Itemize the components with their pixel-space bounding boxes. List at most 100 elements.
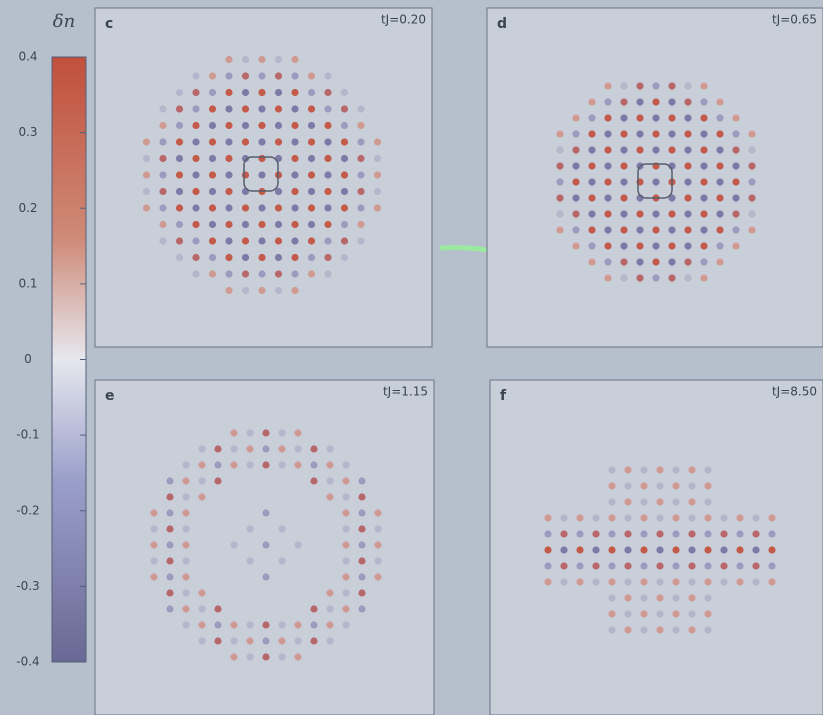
- site-dot: [374, 204, 381, 211]
- site-dot: [198, 621, 205, 628]
- site-dot: [672, 594, 679, 601]
- site-dot: [326, 445, 333, 452]
- site-dot: [294, 429, 301, 436]
- site-dot: [341, 204, 348, 211]
- site-dot: [182, 477, 189, 484]
- site-dot: [150, 525, 157, 532]
- site-dot: [357, 138, 364, 145]
- site-dot: [640, 562, 647, 569]
- site-dot: [182, 573, 189, 580]
- site-dot: [258, 221, 265, 228]
- site-dot: [294, 541, 301, 548]
- site-dot: [341, 122, 348, 129]
- site-dot: [358, 477, 365, 484]
- site-dot: [192, 237, 199, 244]
- site-dot: [150, 557, 157, 564]
- site-dot: [556, 178, 563, 185]
- site-dot: [704, 498, 711, 505]
- site-dot: [209, 254, 216, 261]
- site-dot: [608, 530, 615, 537]
- site-dot: [656, 546, 663, 553]
- site-dot: [636, 82, 643, 89]
- site-dot: [358, 589, 365, 596]
- site-dot: [684, 194, 691, 201]
- site-dot: [192, 254, 199, 261]
- site-dot: [358, 541, 365, 548]
- site-dot: [672, 578, 679, 585]
- site-dot: [688, 578, 695, 585]
- site-dot: [748, 226, 755, 233]
- site-dot: [166, 525, 173, 532]
- site-dot: [242, 270, 249, 277]
- site-dot: [688, 562, 695, 569]
- site-dot: [700, 130, 707, 137]
- site-dot: [656, 530, 663, 537]
- site-dot: [668, 274, 675, 281]
- site-dot: [668, 114, 675, 121]
- site-dot: [556, 130, 563, 137]
- site-dot: [656, 466, 663, 473]
- site-dot: [704, 578, 711, 585]
- site-dot: [275, 270, 282, 277]
- colorbar-tick-label: -0.4: [16, 655, 39, 669]
- site-dot: [588, 162, 595, 169]
- site-dot: [672, 626, 679, 633]
- site-dot: [275, 204, 282, 211]
- site-dot: [198, 445, 205, 452]
- site-dot: [700, 98, 707, 105]
- site-dot: [636, 98, 643, 105]
- site-dot: [209, 204, 216, 211]
- site-dot: [308, 221, 315, 228]
- page: {"chart_data": {"type": "colormap", "col…: [0, 0, 823, 715]
- site-dot: [357, 188, 364, 195]
- site-dot: [225, 270, 232, 277]
- site-dot: [246, 461, 253, 468]
- site-dot: [262, 461, 269, 468]
- site-dot: [640, 546, 647, 553]
- site-dot: [620, 146, 627, 153]
- site-dot: [374, 155, 381, 162]
- site-dot: [176, 89, 183, 96]
- site-dot: [624, 514, 631, 521]
- site-dot: [308, 237, 315, 244]
- site-dot: [310, 461, 317, 468]
- site-dot: [668, 82, 675, 89]
- site-dot: [640, 482, 647, 489]
- site-dot: [572, 178, 579, 185]
- site-dot: [768, 562, 775, 569]
- site-dot: [608, 482, 615, 489]
- site-dot: [700, 242, 707, 249]
- site-dot: [576, 578, 583, 585]
- site-dot: [636, 114, 643, 121]
- site-dot: [214, 477, 221, 484]
- panel-letter: e: [105, 388, 115, 404]
- site-dot: [214, 621, 221, 628]
- panel-letter: f: [500, 388, 507, 404]
- site-dot: [716, 210, 723, 217]
- site-dot: [310, 621, 317, 628]
- site-dot: [640, 610, 647, 617]
- site-dot: [588, 114, 595, 121]
- site-dot: [258, 254, 265, 261]
- site-dot: [214, 637, 221, 644]
- site-dot: [604, 242, 611, 249]
- site-dot: [688, 482, 695, 489]
- site-dot: [704, 514, 711, 521]
- site-dot: [768, 530, 775, 537]
- site-dot: [166, 493, 173, 500]
- site-dot: [604, 82, 611, 89]
- site-dot: [576, 514, 583, 521]
- site-dot: [159, 171, 166, 178]
- site-dot: [198, 605, 205, 612]
- site-dot: [357, 171, 364, 178]
- site-dot: [624, 466, 631, 473]
- site-dot: [159, 105, 166, 112]
- site-dot: [209, 72, 216, 79]
- site-dot: [668, 242, 675, 249]
- site-dot: [636, 210, 643, 217]
- site-dot: [326, 621, 333, 628]
- site-dot: [604, 130, 611, 137]
- site-dot: [656, 498, 663, 505]
- site-dot: [291, 221, 298, 228]
- site-dot: [668, 210, 675, 217]
